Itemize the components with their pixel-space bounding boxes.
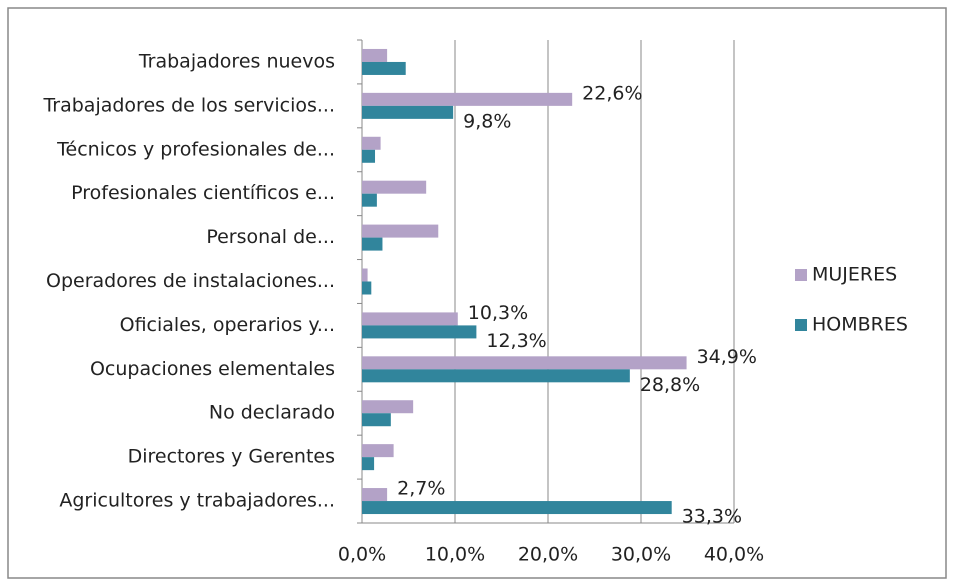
value-label: 33,3% [682, 506, 742, 528]
bar [362, 61, 406, 75]
y-tick-label: Personal de... [206, 226, 335, 248]
bar [362, 92, 573, 106]
legend-swatch [795, 269, 807, 281]
y-tick-label: Trabajadores de los servicios... [42, 94, 335, 116]
bar [362, 193, 377, 207]
legend-swatch [795, 319, 807, 331]
bar [362, 180, 427, 194]
bar [362, 237, 383, 251]
value-label: 2,7% [397, 478, 445, 500]
bar [362, 105, 454, 119]
bar [362, 369, 630, 383]
value-label: 9,8% [463, 110, 511, 132]
y-tick-label: Trabajadores nuevos [138, 50, 335, 72]
x-tick-label: 30,0% [611, 544, 671, 566]
y-tick-label: Oficiales, operarios y... [120, 314, 335, 336]
bar [362, 281, 372, 295]
value-label: 10,3% [468, 302, 528, 324]
bar [362, 224, 439, 238]
y-tick-label: Técnicos y profesionales de... [56, 138, 335, 160]
bar [362, 400, 414, 414]
legend-label: MUJERES [812, 264, 897, 286]
bar [362, 457, 375, 471]
x-tick-label: 40,0% [704, 544, 764, 566]
y-tick-label: Profesionales científicos e... [71, 182, 335, 204]
bar [362, 488, 388, 502]
y-tick-label: Agricultores y trabajadores... [59, 490, 335, 512]
y-tick-label: Directores y Gerentes [128, 446, 335, 468]
value-label: 22,6% [582, 82, 642, 104]
bar [362, 149, 376, 163]
y-tick-label: Ocupaciones elementales [90, 358, 335, 380]
bar [362, 312, 458, 326]
legend-label: HOMBRES [812, 314, 908, 336]
bar [362, 268, 368, 282]
bar [362, 325, 477, 339]
bar [362, 413, 391, 427]
x-tick-label: 10,0% [425, 544, 485, 566]
value-label: 28,8% [640, 374, 700, 396]
bar [362, 444, 394, 458]
x-tick-label: 20,0% [518, 544, 578, 566]
value-label: 34,9% [697, 346, 757, 368]
y-tick-label: No declarado [209, 402, 335, 424]
bar [362, 48, 388, 62]
bar [362, 356, 687, 370]
bar [362, 501, 672, 515]
x-tick-label: 0,0% [338, 544, 386, 566]
y-tick-label: Operadores de instalaciones... [46, 270, 335, 292]
value-label: 12,3% [486, 330, 546, 352]
bar [362, 136, 381, 150]
